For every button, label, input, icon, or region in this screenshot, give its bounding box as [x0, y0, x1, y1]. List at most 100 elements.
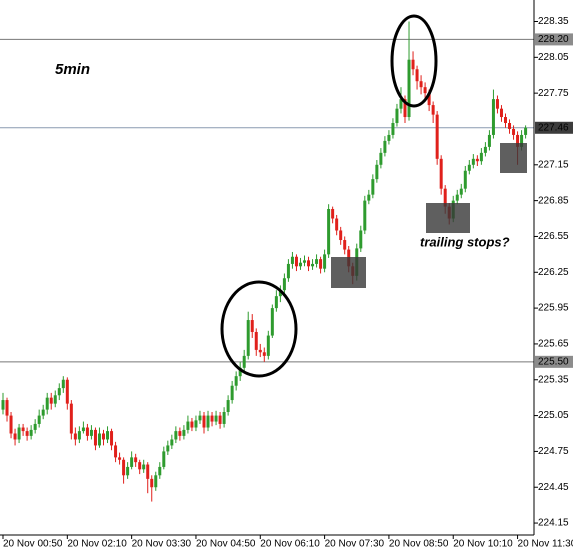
x-tick-label: 20 Nov 03:30 [132, 539, 192, 550]
y-tick-label: 227.75 [538, 88, 569, 99]
candle-body [487, 134, 491, 147]
candle-body [459, 188, 463, 195]
candle-body [278, 290, 282, 297]
candle-body [516, 134, 520, 147]
candle-body [166, 445, 170, 452]
y-tick-label: 228.35 [538, 16, 569, 27]
y-tick-label: 228.05 [538, 52, 569, 63]
candle-body [407, 59, 411, 118]
candle-body [25, 431, 29, 436]
candle-body [475, 158, 479, 162]
candle-body [508, 123, 512, 129]
candle-body [138, 462, 142, 470]
candle-body [41, 409, 45, 416]
candle-body [499, 108, 503, 118]
candle-body [186, 421, 190, 430]
y-tick-label: 224.75 [538, 446, 569, 457]
candle-body [379, 152, 383, 165]
candle-body [471, 158, 475, 165]
overlay: 5min trailing stops? [55, 14, 527, 378]
candle-body [294, 256, 298, 267]
candle-body [399, 99, 403, 109]
candle-body [262, 352, 266, 356]
candle-body [359, 230, 363, 249]
y-tick-label: 227.15 [538, 159, 569, 170]
candle-body [367, 194, 371, 201]
candle-body [45, 397, 49, 410]
candle-body [198, 415, 202, 421]
candle-body [77, 431, 81, 440]
candle-body [258, 349, 262, 353]
candle-body [162, 451, 166, 467]
y-tick-label: 225.05 [538, 410, 569, 421]
candle-body [126, 466, 130, 476]
candle-body [150, 478, 154, 488]
candle-body [154, 475, 158, 488]
candle-body [85, 427, 89, 436]
candle-body [97, 433, 101, 446]
candle-body [206, 415, 210, 428]
candle-body [106, 431, 110, 440]
candle-body [81, 427, 85, 432]
circle-mark [220, 280, 298, 378]
candle-body [53, 395, 57, 404]
candle-body [178, 431, 182, 436]
candle-body [110, 431, 114, 446]
candle-body [431, 105, 435, 115]
candle-body [222, 411, 226, 424]
y-tick-label: 226.85 [538, 195, 569, 206]
candle-body [391, 123, 395, 135]
x-tick-label: 20 Nov 07:30 [325, 539, 385, 550]
candle-body [210, 415, 214, 422]
candle-body [335, 218, 339, 231]
candle-body [403, 99, 407, 118]
candle-body [339, 230, 343, 241]
y-tick-label: 226.55 [538, 231, 569, 242]
y-tick-label: 225.35 [538, 374, 569, 385]
candle-body [146, 464, 150, 479]
candle-body [327, 208, 331, 255]
price-label: 227.46 [538, 122, 569, 133]
price-label-bg [535, 121, 573, 134]
candle-body [1, 400, 5, 410]
candle-body [174, 431, 178, 440]
candle-body [122, 459, 126, 476]
candle-body [415, 69, 419, 82]
candle-body [504, 117, 507, 124]
candle-body [319, 259, 323, 269]
candle-body [37, 415, 41, 424]
candle-body [226, 400, 230, 412]
price-label: 225.50 [538, 356, 569, 367]
candle-body [463, 170, 467, 189]
price-label-bg [535, 355, 573, 368]
x-tick-label: 20 Nov 00:50 [3, 539, 63, 550]
candle-body [274, 296, 278, 309]
candle-body [419, 81, 423, 88]
candle-body [93, 429, 97, 446]
candle-body [435, 114, 439, 159]
timeframe-label: 5min [55, 61, 90, 78]
candle-body [17, 427, 21, 440]
x-tick-label: 20 Nov 06:10 [260, 539, 320, 550]
candle-body [13, 433, 17, 440]
y-tick-label: 224.45 [538, 482, 569, 493]
price-label: 228.20 [538, 34, 569, 45]
candle-body [495, 99, 499, 109]
candle-body [524, 127, 528, 135]
candle-body [170, 439, 174, 446]
candle-body [61, 379, 65, 389]
candle-body [5, 400, 9, 416]
candle-body [214, 415, 218, 422]
candle-body [65, 379, 69, 404]
candle-body [89, 429, 93, 436]
candle-body [270, 308, 274, 336]
candle-body [69, 403, 73, 434]
candle-body [371, 179, 375, 195]
highlight-box [331, 257, 366, 288]
candle-body [411, 59, 415, 70]
candle-body [190, 421, 194, 428]
candle-body [363, 200, 367, 231]
y-tick-label: 224.15 [538, 518, 569, 529]
